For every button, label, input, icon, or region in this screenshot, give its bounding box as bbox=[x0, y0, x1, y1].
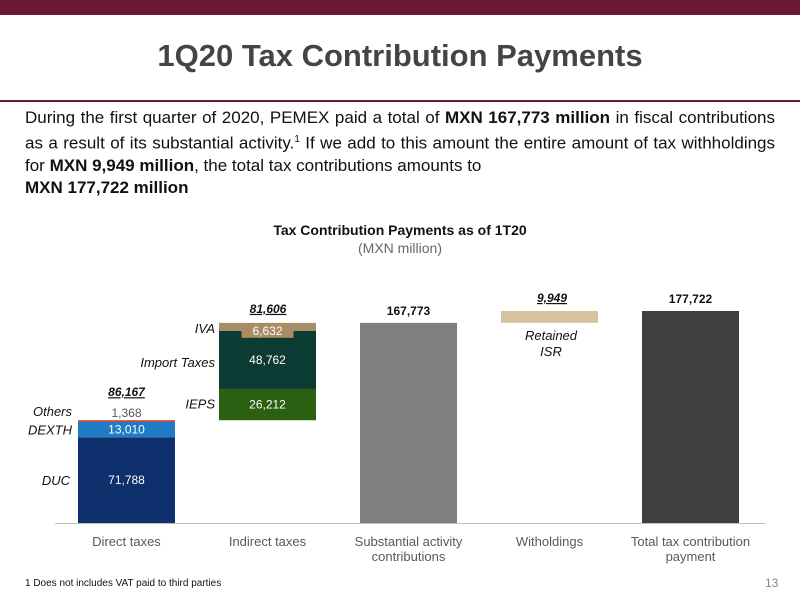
series-label-duc: DUC bbox=[42, 473, 71, 488]
series-label-others: Others bbox=[33, 404, 73, 419]
chart-subtitle: (MXN million) bbox=[358, 240, 442, 256]
footnote: 1 Does not includes VAT paid to third pa… bbox=[25, 578, 222, 589]
value-label-indirect-ieps: 26,212 bbox=[249, 398, 286, 412]
title-divider bbox=[0, 100, 800, 102]
total-label-total: 177,722 bbox=[669, 292, 713, 306]
bar-witholdings bbox=[501, 311, 598, 323]
intro-text-4: , the total tax contributions amounts to bbox=[194, 155, 482, 175]
bar-total bbox=[642, 311, 739, 523]
value-label-indirect-iva: 6,632 bbox=[252, 324, 282, 338]
bar-indirect-import-taxes bbox=[219, 330, 316, 389]
x-tick-label-2-0: Substantial activity bbox=[355, 534, 463, 549]
series-label-dexth: DEXTH bbox=[28, 423, 73, 438]
value-label-indirect-import: 48,762 bbox=[249, 353, 286, 367]
x-tick-label-4-0: Total tax contribution bbox=[631, 534, 750, 549]
series-label-ieps: IEPS bbox=[185, 397, 215, 412]
chart-title: Tax Contribution Payments as of 1T20 bbox=[273, 222, 527, 238]
series-label-iva: IVA bbox=[195, 321, 215, 336]
intro-text-3: If we add to this amount the entire amou… bbox=[25, 133, 775, 175]
iva-label-box bbox=[241, 323, 294, 338]
series-label-retained-isr-2: ISR bbox=[540, 344, 562, 359]
value-label-direct-duc: 71,788 bbox=[108, 473, 145, 487]
bar-substantial-activity bbox=[360, 322, 457, 523]
value-label-direct-others: 1,368 bbox=[111, 406, 141, 420]
value-label-direct-dexth: 13,010 bbox=[108, 423, 145, 437]
intro-amount-substantial: MXN 167,773 million bbox=[444, 108, 611, 127]
total-label-direct: 86,167 bbox=[108, 385, 146, 399]
intro-footnote-ref: 1 bbox=[294, 134, 300, 145]
x-tick-label-2-1: contributions bbox=[372, 549, 446, 564]
x-tick-label-0-0: Direct taxes bbox=[92, 534, 161, 549]
top-brand-bar bbox=[0, 0, 800, 15]
x-tick-label-4-1: payment bbox=[666, 549, 716, 564]
series-label-import-taxes: Import Taxes bbox=[140, 355, 215, 370]
total-label-witholdings: 9,949 bbox=[537, 291, 567, 305]
bar-direct-others bbox=[78, 420, 175, 422]
x-tick-label-3-0: Witholdings bbox=[516, 534, 584, 549]
bar-direct-dexth bbox=[78, 421, 175, 438]
series-label-retained-isr-1: Retained bbox=[525, 328, 578, 343]
page-number: 13 bbox=[765, 576, 779, 590]
x-tick-label-1-0: Indirect taxes bbox=[229, 534, 307, 549]
intro-amount-withholdings: MXN 9,949 million bbox=[49, 155, 195, 175]
total-label-substantial: 167,773 bbox=[387, 304, 431, 318]
bar-direct-duc bbox=[78, 437, 175, 523]
total-label-indirect: 81,606 bbox=[250, 302, 287, 316]
intro-text-2: in fiscal contributions as a result of i… bbox=[25, 108, 775, 153]
intro-paragraph: During the first quarter of 2020, PEMEX … bbox=[25, 107, 775, 199]
intro-text-1: During the first quarter of 2020, PEMEX … bbox=[25, 108, 445, 127]
intro-amount-total: MXN 177,722 million bbox=[25, 177, 189, 197]
bar-indirect-ieps bbox=[219, 388, 316, 421]
page-title: 1Q20 Tax Contribution Payments bbox=[157, 38, 643, 73]
